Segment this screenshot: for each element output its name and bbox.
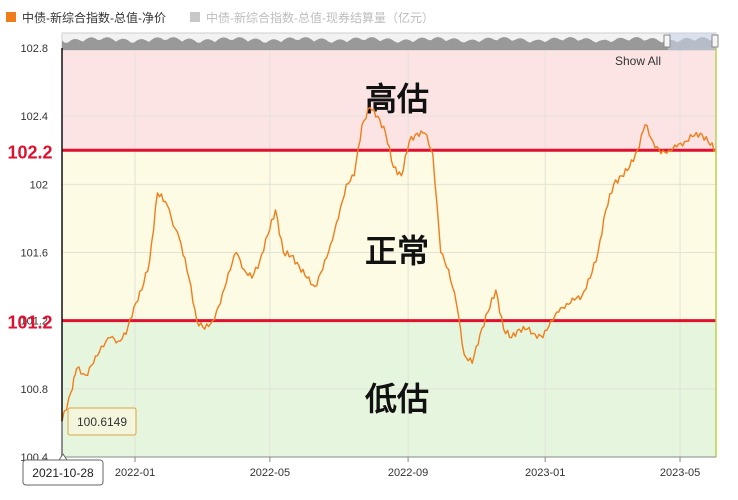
navigator-handle-right[interactable]: [711, 34, 719, 48]
series-line-net-price: [61, 106, 717, 422]
legend-item-net-price[interactable]: 中债-新综合指数-总值-净价: [6, 9, 166, 26]
y-tick-label: 101.2: [20, 316, 48, 328]
navigator-handle-left[interactable]: [663, 34, 671, 48]
legend-label-net-price: 中债-新综合指数-总值-净价: [22, 10, 166, 25]
x-tick-label: 2022-09: [388, 467, 428, 479]
tooltip-date: 2021-10-28: [32, 466, 94, 480]
legend-swatch-orange: [6, 12, 16, 22]
zone-overvalued: [62, 48, 716, 151]
y-tick-label: 102.4: [20, 111, 48, 123]
y-tick-label: 101.6: [20, 248, 48, 260]
chart-legend: 中债-新综合指数-总值-净价 中债-新综合指数-总值-现券结算量（亿元）: [6, 8, 458, 26]
x-tick-label: 2022-05: [250, 467, 290, 479]
navigator-selection[interactable]: [668, 33, 716, 50]
zone-normal: [62, 150, 716, 321]
legend-swatch-grey: [190, 12, 200, 22]
y-tick-label: 100.8: [20, 384, 48, 396]
x-tick-label: 2022-01: [115, 467, 155, 479]
x-tick-label: 2023-01: [525, 467, 565, 479]
zone-label-undervalued: 低估: [365, 381, 429, 417]
legend-item-settlement-volume[interactable]: 中债-新综合指数-总值-现券结算量（亿元）: [190, 9, 434, 26]
threshold-label-102.2: 102.2: [7, 142, 52, 162]
tooltip-value: 100.6149: [77, 415, 127, 429]
zone-label-normal: 正常: [365, 233, 429, 269]
y-tick-label: 102: [30, 179, 48, 191]
zone-label-overvalued: 高估: [365, 81, 429, 117]
legend-label-settlement-volume: 中债-新综合指数-总值-现券结算量（亿元）: [206, 10, 434, 25]
y-tick-label: 102.8: [20, 43, 48, 55]
x-tick-label: 2023-05: [660, 467, 700, 479]
threshold-label-101.2: 101.2: [7, 313, 52, 333]
navigator-volume-area: [62, 37, 716, 50]
tooltip-date-pointer: [58, 453, 68, 461]
tooltip-value-box: [67, 407, 137, 436]
show-all-button: Show All: [615, 54, 661, 68]
